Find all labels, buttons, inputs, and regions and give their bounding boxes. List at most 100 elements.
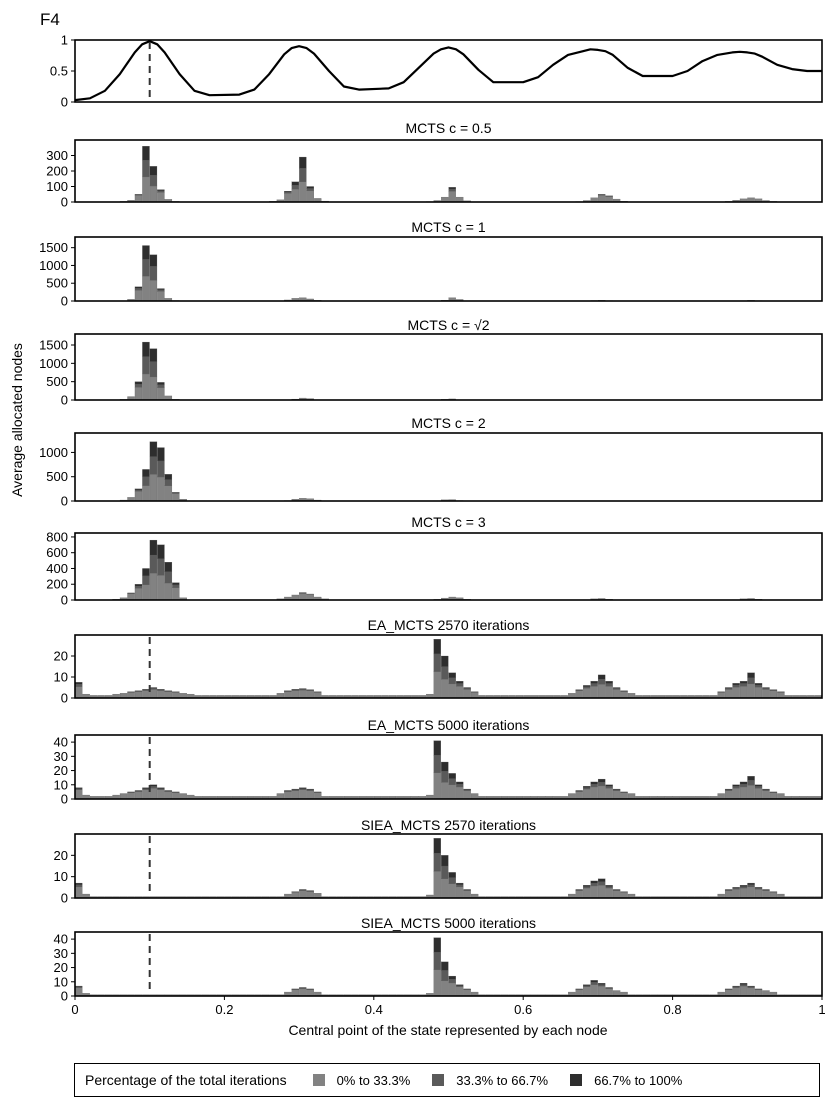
histogram-bar xyxy=(732,888,740,890)
histogram-bar xyxy=(142,469,150,477)
histogram-bar xyxy=(463,687,471,689)
histogram-bar xyxy=(754,686,763,699)
histogram-bar xyxy=(433,969,441,997)
y-tick-label: 1000 xyxy=(39,258,68,273)
histogram-bar xyxy=(747,886,755,899)
histogram-bar xyxy=(583,986,591,997)
histogram-bar xyxy=(142,689,150,690)
histogram-bar xyxy=(291,181,300,186)
histogram-bar xyxy=(724,689,733,699)
histogram-bar xyxy=(754,786,763,789)
histogram-bar xyxy=(306,789,314,791)
histogram-bar xyxy=(75,789,83,800)
histogram-bar xyxy=(456,681,464,684)
histogram-bar xyxy=(157,460,165,478)
histogram-bar xyxy=(433,639,441,655)
histogram-bar xyxy=(142,373,150,401)
histogram-bar xyxy=(142,160,150,178)
histogram-bar xyxy=(157,387,165,401)
histogram-bar xyxy=(724,687,733,689)
histogram-bar xyxy=(75,986,83,988)
histogram-bar xyxy=(590,784,598,788)
histogram-bar xyxy=(433,838,441,854)
histogram-bar xyxy=(157,447,165,462)
histogram-bar xyxy=(306,891,314,899)
function-curve xyxy=(74,40,822,102)
histogram-bar xyxy=(441,961,449,971)
histogram-bar xyxy=(134,387,143,401)
histogram-bar xyxy=(456,986,464,997)
histogram-bar xyxy=(597,985,606,997)
histogram-bar xyxy=(597,674,606,680)
histogram-bar xyxy=(142,690,150,699)
histogram-bar xyxy=(448,872,456,878)
histogram-bar xyxy=(762,890,770,899)
histogram-bar xyxy=(605,885,613,887)
histogram-bar xyxy=(605,683,613,687)
histogram-bar xyxy=(605,886,613,889)
legend-title: Percentage of the total iterations xyxy=(85,1072,287,1088)
histogram-bar xyxy=(739,985,748,997)
histogram-bar xyxy=(75,686,83,699)
histogram-bar xyxy=(590,880,598,884)
histogram-bar xyxy=(149,280,158,302)
histogram-bar xyxy=(75,684,83,687)
histogram-bar xyxy=(739,984,748,987)
histogram-bar xyxy=(149,688,158,690)
histogram-bar xyxy=(448,187,456,190)
histogram-bar xyxy=(134,588,143,601)
histogram-bar xyxy=(597,885,606,899)
histogram-bar xyxy=(299,156,307,169)
panel-title: EA_MCTS 5000 iterations xyxy=(368,717,530,733)
histogram-bar xyxy=(134,584,143,587)
histogram-bar xyxy=(754,989,763,997)
histogram-bar xyxy=(590,982,598,985)
histogram-bar xyxy=(134,691,143,699)
histogram-bar xyxy=(739,786,748,800)
legend-label-mid: 33.3% to 66.7% xyxy=(456,1072,549,1088)
histogram-bar xyxy=(441,678,449,699)
y-tick-label: 800 xyxy=(46,529,68,544)
y-tick-label: 600 xyxy=(46,545,68,560)
histogram-bar xyxy=(739,683,748,687)
histogram-bar xyxy=(605,784,613,787)
histogram-bar xyxy=(299,689,307,691)
histogram-bar xyxy=(620,691,628,699)
histogram-bar xyxy=(142,146,150,161)
panel-4: MCTS c = 2 0 500 1000 xyxy=(39,415,823,509)
histogram-bar xyxy=(441,865,449,879)
y-tick-label: 0 xyxy=(61,195,68,210)
histogram-bar xyxy=(456,686,464,699)
histogram-bar xyxy=(605,196,613,203)
histogram-bar xyxy=(433,853,441,872)
histogram-bar xyxy=(164,571,173,584)
y-tick-label: 1000 xyxy=(39,445,68,460)
histogram-bar xyxy=(605,987,613,989)
histogram-bar xyxy=(164,474,173,480)
histogram-bar xyxy=(597,878,606,882)
histogram-bar xyxy=(164,562,173,572)
panel-3: MCTS c = √2 0 500 1000 1500 xyxy=(39,317,823,408)
histogram-bar xyxy=(590,781,598,785)
histogram-bar xyxy=(747,986,755,988)
histogram-bar xyxy=(463,689,471,699)
histogram-bar xyxy=(149,788,158,800)
histogram-bar xyxy=(291,989,300,997)
histogram-bar xyxy=(127,692,135,699)
histogram-bar xyxy=(127,792,135,800)
histogram-bar xyxy=(448,190,456,203)
histogram-bar xyxy=(456,985,464,987)
panel-frame xyxy=(74,39,823,103)
histogram-bar xyxy=(441,980,449,997)
histogram-bar xyxy=(149,441,158,457)
histogram-bar xyxy=(284,791,292,800)
histogram-bar xyxy=(164,582,173,601)
panel-frame xyxy=(74,833,823,899)
histogram-bar xyxy=(747,882,755,885)
y-tick-label: 10 xyxy=(54,869,68,884)
histogram-bar xyxy=(284,790,292,792)
histogram-bar xyxy=(157,544,165,559)
histogram-bar xyxy=(441,878,449,899)
